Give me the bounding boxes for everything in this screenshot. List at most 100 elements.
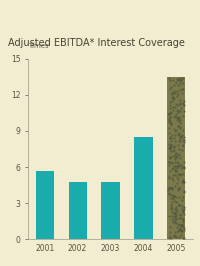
Point xyxy=(176,121,179,125)
Point xyxy=(172,169,175,174)
Point xyxy=(170,122,173,127)
Point xyxy=(169,138,172,142)
Point xyxy=(172,177,175,181)
Point xyxy=(173,231,176,235)
Point xyxy=(172,93,175,98)
Point xyxy=(171,99,175,104)
Point xyxy=(181,77,184,81)
Point xyxy=(170,152,173,157)
Point xyxy=(179,178,182,182)
Point xyxy=(174,164,177,169)
Point xyxy=(167,208,170,213)
Point xyxy=(175,98,178,102)
Point xyxy=(173,149,176,154)
Point xyxy=(177,180,181,185)
Point xyxy=(173,182,177,186)
Point xyxy=(178,234,181,239)
Point xyxy=(180,194,183,199)
Point xyxy=(172,149,175,153)
Point xyxy=(171,134,174,138)
Point xyxy=(170,209,173,213)
Point xyxy=(172,132,176,136)
Point xyxy=(176,188,179,192)
Point xyxy=(170,96,173,100)
Point xyxy=(169,148,173,152)
Point xyxy=(166,86,169,90)
Point xyxy=(174,105,177,109)
Point xyxy=(181,139,184,143)
Point xyxy=(171,171,174,175)
Point xyxy=(175,234,178,238)
Point xyxy=(176,162,179,166)
Point xyxy=(178,181,181,185)
Point xyxy=(168,164,171,168)
Point xyxy=(179,92,182,96)
Point xyxy=(173,100,176,105)
Point xyxy=(174,156,177,160)
Point xyxy=(180,109,183,114)
Point xyxy=(168,99,171,103)
Point xyxy=(167,212,170,216)
Point xyxy=(177,171,180,175)
Point xyxy=(176,183,180,187)
Point xyxy=(172,148,175,152)
Point xyxy=(181,123,184,127)
Point xyxy=(179,221,182,226)
Point xyxy=(181,91,184,95)
Point xyxy=(173,126,176,130)
Point xyxy=(179,225,182,229)
Point xyxy=(173,171,176,175)
Point xyxy=(178,97,182,101)
Point xyxy=(181,143,184,147)
Point xyxy=(177,140,180,144)
Point xyxy=(177,101,180,105)
Point xyxy=(180,101,184,105)
Point xyxy=(167,79,170,83)
Point xyxy=(169,138,173,143)
Point xyxy=(177,220,180,224)
Point xyxy=(172,216,175,220)
Point xyxy=(175,213,178,218)
Point xyxy=(181,190,184,194)
Point xyxy=(178,206,181,210)
Point xyxy=(179,203,182,207)
Point xyxy=(172,220,175,224)
Point xyxy=(180,219,184,223)
Point xyxy=(177,188,180,193)
Point xyxy=(169,126,172,130)
Point xyxy=(166,103,169,108)
Point xyxy=(167,106,170,111)
Point xyxy=(166,201,169,205)
Point xyxy=(182,200,185,204)
Point xyxy=(175,177,178,181)
Point xyxy=(170,211,173,215)
Point xyxy=(172,146,175,150)
Point xyxy=(180,186,183,190)
Point xyxy=(177,224,180,228)
Point xyxy=(172,135,175,139)
Point xyxy=(171,235,174,240)
Point xyxy=(168,187,171,192)
Point xyxy=(172,127,175,131)
Point xyxy=(170,129,174,133)
Point xyxy=(179,142,182,146)
Point xyxy=(168,218,171,222)
Point xyxy=(176,136,179,140)
Point xyxy=(179,111,183,115)
Point xyxy=(174,116,177,120)
Point xyxy=(180,107,184,111)
Point xyxy=(167,114,170,119)
Point xyxy=(166,124,170,128)
Point xyxy=(173,119,176,123)
Point xyxy=(172,176,175,180)
Point xyxy=(169,206,172,210)
Point xyxy=(170,166,173,170)
Point xyxy=(172,123,175,127)
Point xyxy=(177,113,180,117)
Point xyxy=(171,122,174,126)
Point xyxy=(179,105,182,109)
Bar xyxy=(134,137,152,239)
Point xyxy=(174,87,178,92)
Point xyxy=(172,226,176,230)
Point xyxy=(182,100,185,104)
